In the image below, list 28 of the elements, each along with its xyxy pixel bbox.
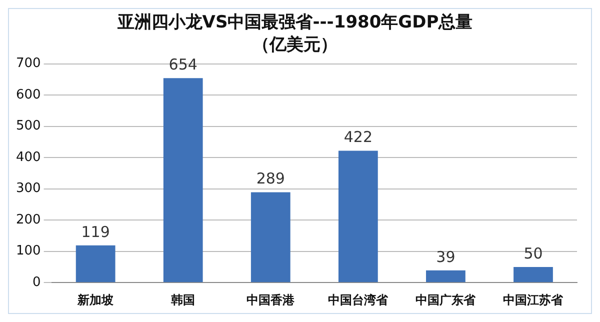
y-tick-label: 0	[32, 274, 41, 290]
x-tick-label: 中国香港	[246, 292, 296, 307]
bar	[514, 266, 553, 282]
x-tick-label: 中国台湾省	[328, 292, 390, 307]
x-tick-label: 中国广东省	[416, 292, 477, 307]
y-tick-label: 200	[16, 212, 41, 228]
data-label: 119	[81, 222, 110, 241]
x-tick-label: 新加坡	[76, 292, 115, 307]
chart-title: 亚洲四小龙VS中国最强省---1980年GDP总量	[116, 12, 473, 33]
data-label: 39	[436, 248, 456, 266]
data-label: 50	[524, 244, 543, 262]
data-label: 654	[168, 56, 198, 74]
data-label: 289	[256, 170, 285, 188]
x-tick-label: 中国江苏省	[503, 292, 564, 307]
bar	[250, 192, 290, 282]
bar	[426, 270, 466, 282]
y-tick-label: 600	[16, 87, 41, 102]
y-tick-label: 300	[16, 181, 41, 196]
bar	[163, 78, 203, 282]
y-tick-label: 100	[16, 244, 41, 259]
y-tick-label: 500	[16, 118, 41, 134]
data-label: 422	[344, 128, 372, 146]
y-tick-label: 400	[16, 150, 41, 165]
bar	[338, 150, 378, 282]
y-tick-label: 700	[16, 56, 41, 72]
x-tick-label: 韩国	[170, 292, 196, 307]
bar	[76, 245, 116, 282]
chart-subtitle: （亿美元）	[252, 35, 338, 56]
